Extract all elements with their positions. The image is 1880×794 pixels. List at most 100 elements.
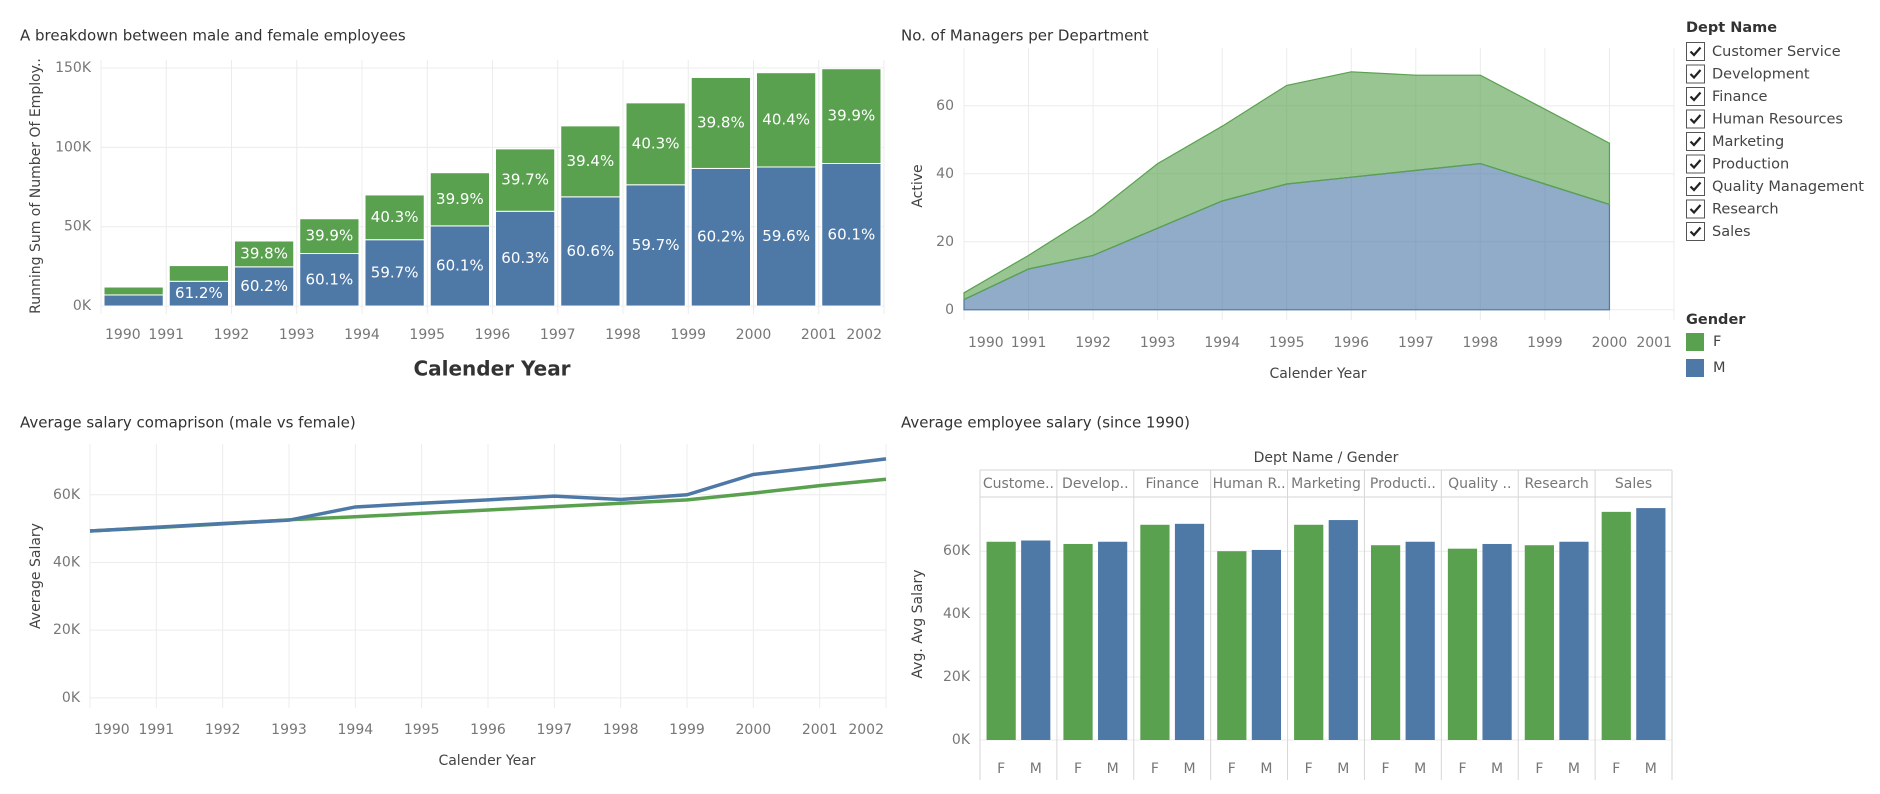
data-label: 39.9% <box>306 227 354 245</box>
bar <box>1098 541 1128 740</box>
filter-option[interactable]: Production <box>1686 154 1790 174</box>
filter-label[interactable]: Production <box>1712 157 1789 173</box>
y-tick-label: 0K <box>62 690 81 706</box>
x-tick-label: M <box>1337 761 1349 777</box>
bar-segment <box>756 72 817 168</box>
filter-option[interactable]: Research <box>1686 199 1779 219</box>
column-header: Develop.. <box>1062 476 1129 492</box>
chart-title: A breakdown between male and female empl… <box>20 27 406 45</box>
bar-segment <box>495 148 556 212</box>
checkmark[interactable] <box>1689 114 1702 125</box>
x-tick-label: 1997 <box>540 327 576 343</box>
filter-label[interactable]: Human Resources <box>1712 112 1843 128</box>
legend-title: Gender <box>1686 312 1746 328</box>
x-tick-label: 1999 <box>1527 335 1563 351</box>
x-tick-label: 1995 <box>404 722 440 738</box>
y-tick-label: 100K <box>55 139 92 155</box>
checkmark[interactable] <box>1689 204 1702 215</box>
bar-segment <box>103 286 164 296</box>
bar <box>1559 541 1589 740</box>
checkmark[interactable] <box>1689 181 1702 192</box>
checkmark[interactable] <box>1689 136 1702 147</box>
x-tick-label: 1999 <box>669 722 705 738</box>
filter-option[interactable]: Finance <box>1686 87 1768 106</box>
checkbox[interactable] <box>1686 42 1705 61</box>
x-tick-label: 1997 <box>1398 335 1434 351</box>
bar <box>1140 524 1170 740</box>
column-header: Custome.. <box>983 476 1054 492</box>
x-tick-label: M <box>1183 761 1195 777</box>
data-label: 60.1% <box>306 270 354 288</box>
x-tick-label: F <box>1458 761 1466 777</box>
filter-option[interactable]: Development <box>1686 64 1810 84</box>
bar <box>1524 545 1554 740</box>
bar-segment <box>690 76 751 169</box>
filter-title: Dept Name <box>1686 20 1777 36</box>
x-tick-label: 1999 <box>670 327 706 343</box>
column-header: Producti.. <box>1370 476 1436 492</box>
x-tick-label: 1992 <box>1075 335 1111 351</box>
data-label: 39.7% <box>501 171 549 189</box>
checkbox[interactable] <box>1686 87 1705 106</box>
y-tick-label: 20 <box>936 234 954 250</box>
chart-title: Average salary comaprison (male vs femal… <box>20 414 356 432</box>
filter-option[interactable]: Human Resources <box>1686 109 1843 129</box>
filter-option[interactable]: Sales <box>1686 222 1751 241</box>
filter-option[interactable]: Customer Service <box>1686 42 1841 61</box>
x-tick-label: 1990 <box>94 722 130 738</box>
data-label: 60.2% <box>240 277 288 295</box>
checkbox[interactable] <box>1686 177 1705 196</box>
checkbox[interactable] <box>1686 199 1705 219</box>
filter-label[interactable]: Sales <box>1712 224 1751 240</box>
checkmark[interactable] <box>1689 69 1702 80</box>
filter-option[interactable]: Quality Management <box>1686 177 1865 196</box>
y-tick-label: 40K <box>943 606 971 622</box>
x-tick-label: 1998 <box>605 327 641 343</box>
checkbox[interactable] <box>1686 64 1705 84</box>
bar-segment <box>756 166 817 307</box>
bar <box>1482 543 1512 740</box>
bar <box>1370 545 1401 740</box>
y-tick-label: 40 <box>936 166 954 182</box>
bar <box>1217 551 1247 740</box>
checkbox[interactable] <box>1686 109 1705 129</box>
legend-label: F <box>1713 334 1721 350</box>
column-header: Quality .. <box>1448 476 1511 492</box>
legend-swatch <box>1686 359 1704 377</box>
filter-label[interactable]: Quality Management <box>1712 179 1864 195</box>
checkbox[interactable] <box>1686 154 1705 174</box>
checkmark[interactable] <box>1689 159 1702 170</box>
filter-label[interactable]: Research <box>1712 202 1779 218</box>
filter-label[interactable]: Marketing <box>1712 134 1784 150</box>
bar-segment <box>429 225 490 307</box>
data-label: 59.6% <box>762 227 810 245</box>
checkmark[interactable] <box>1689 226 1702 237</box>
checkbox[interactable] <box>1686 132 1705 151</box>
checkbox[interactable] <box>1686 222 1705 241</box>
filter-label[interactable]: Development <box>1712 67 1810 83</box>
x-tick-label: F <box>1535 761 1543 777</box>
x-tick-label: 1993 <box>1140 335 1176 351</box>
bar-segment <box>168 265 229 282</box>
filter-label[interactable]: Customer Service <box>1712 44 1841 60</box>
y-tick-label: 50K <box>64 219 92 235</box>
x-tick-label: M <box>1645 761 1657 777</box>
legend-swatch <box>1686 333 1704 351</box>
x-tick-label: 2001 <box>802 722 838 738</box>
x-tick-label: M <box>1568 761 1580 777</box>
checkmark[interactable] <box>1689 91 1702 102</box>
x-tick-label: 1993 <box>279 327 315 343</box>
data-label: 40.3% <box>632 134 680 152</box>
bar <box>1405 541 1435 740</box>
bar-segment <box>560 196 621 307</box>
bar-segment <box>299 218 360 255</box>
checkmark[interactable] <box>1689 46 1702 57</box>
filter-label[interactable]: Finance <box>1712 89 1768 105</box>
header-title: Dept Name / Gender <box>1254 450 1399 466</box>
y-axis-title: Active <box>910 164 926 207</box>
x-tick-label: 2000 <box>736 327 772 343</box>
filter-option[interactable]: Marketing <box>1686 132 1785 151</box>
y-tick-label: 60 <box>936 98 954 114</box>
x-tick-label: 1998 <box>603 722 639 738</box>
data-label: 60.1% <box>436 256 484 274</box>
